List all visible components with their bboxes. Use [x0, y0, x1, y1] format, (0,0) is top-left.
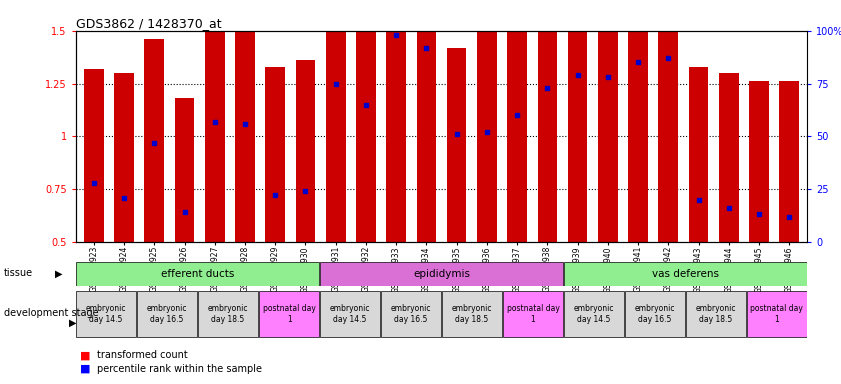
- Bar: [659, 0, 678, 242]
- Bar: [719, 73, 738, 242]
- Text: embryonic
day 14.5: embryonic day 14.5: [330, 304, 370, 324]
- Text: ▶: ▶: [69, 318, 77, 328]
- Bar: [447, 48, 467, 242]
- Bar: [625, 291, 685, 337]
- Text: embryonic
day 16.5: embryonic day 16.5: [391, 304, 431, 324]
- Bar: [780, 81, 799, 242]
- Bar: [296, 60, 315, 242]
- Bar: [259, 291, 319, 337]
- Bar: [537, 20, 558, 242]
- Bar: [568, 3, 587, 242]
- Text: ■: ■: [80, 350, 90, 360]
- Text: ■: ■: [80, 364, 90, 374]
- Bar: [77, 262, 319, 286]
- Bar: [689, 67, 708, 242]
- Bar: [145, 39, 164, 242]
- Bar: [175, 98, 194, 242]
- Bar: [114, 73, 134, 242]
- Bar: [386, 0, 406, 242]
- Bar: [205, 29, 225, 242]
- Text: embryonic
day 18.5: embryonic day 18.5: [208, 304, 248, 324]
- Text: postnatal day
1: postnatal day 1: [750, 304, 803, 324]
- Bar: [416, 0, 436, 242]
- Bar: [77, 291, 136, 337]
- Bar: [749, 81, 769, 242]
- Bar: [235, 29, 255, 242]
- Text: percentile rank within the sample: percentile rank within the sample: [97, 364, 262, 374]
- Bar: [747, 291, 807, 337]
- Bar: [325, 3, 346, 242]
- Text: transformed count: transformed count: [97, 350, 188, 360]
- Text: embryonic
day 16.5: embryonic day 16.5: [147, 304, 188, 324]
- Text: embryonic
day 14.5: embryonic day 14.5: [86, 304, 126, 324]
- Text: postnatal day
1: postnatal day 1: [262, 304, 315, 324]
- Bar: [198, 291, 258, 337]
- Bar: [320, 262, 563, 286]
- Text: postnatal day
1: postnatal day 1: [506, 304, 559, 324]
- Text: vas deferens: vas deferens: [652, 268, 719, 279]
- Bar: [266, 67, 285, 242]
- Bar: [507, 10, 527, 242]
- Text: efferent ducts: efferent ducts: [161, 268, 235, 279]
- Bar: [628, 0, 648, 242]
- Bar: [356, 12, 376, 242]
- Text: embryonic
day 18.5: embryonic day 18.5: [452, 304, 492, 324]
- Bar: [381, 291, 441, 337]
- Bar: [686, 291, 746, 337]
- Bar: [442, 291, 502, 337]
- Text: embryonic
day 14.5: embryonic day 14.5: [574, 304, 614, 324]
- Text: epididymis: epididymis: [413, 268, 470, 279]
- Bar: [598, 3, 617, 242]
- Bar: [564, 291, 624, 337]
- Bar: [320, 291, 380, 337]
- Text: development stage: development stage: [4, 308, 99, 318]
- Bar: [503, 291, 563, 337]
- Text: embryonic
day 16.5: embryonic day 16.5: [635, 304, 675, 324]
- Text: GDS3862 / 1428370_at: GDS3862 / 1428370_at: [76, 17, 221, 30]
- Text: tissue: tissue: [4, 268, 34, 278]
- Bar: [137, 291, 197, 337]
- Text: embryonic
day 18.5: embryonic day 18.5: [696, 304, 736, 324]
- Bar: [84, 69, 103, 242]
- Bar: [477, 29, 497, 242]
- Bar: [564, 262, 807, 286]
- Text: ▶: ▶: [55, 268, 62, 278]
